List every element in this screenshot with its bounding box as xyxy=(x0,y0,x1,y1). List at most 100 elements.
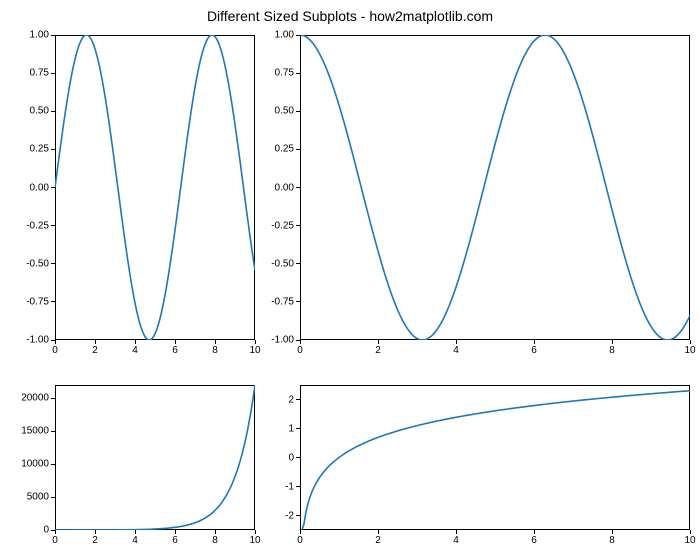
ytick-label: 0.00 xyxy=(30,182,49,193)
ytick-mark xyxy=(51,497,55,498)
xtick-mark xyxy=(612,530,613,534)
xtick-mark xyxy=(690,340,691,344)
xtick-label: 8 xyxy=(609,535,615,546)
ytick-mark xyxy=(51,263,55,264)
ytick-label: -1 xyxy=(285,481,294,492)
ytick-mark xyxy=(51,340,55,341)
ytick-label: 15000 xyxy=(21,426,49,437)
ytick-mark xyxy=(296,428,300,429)
ytick-label: 1 xyxy=(288,423,294,434)
ytick-label: 10000 xyxy=(21,459,49,470)
xtick-mark xyxy=(300,340,301,344)
xtick-label: 0 xyxy=(297,345,303,356)
xtick-label: 8 xyxy=(609,345,615,356)
ytick-mark xyxy=(51,187,55,188)
xtick-mark xyxy=(255,340,256,344)
ytick-mark xyxy=(51,73,55,74)
figure: Different Sized Subplots - how2matplotli… xyxy=(0,0,700,560)
xtick-mark xyxy=(215,530,216,534)
ytick-label: -0.75 xyxy=(271,296,294,307)
ytick-mark xyxy=(51,464,55,465)
ytick-label: -0.75 xyxy=(26,296,49,307)
ytick-label: -1.00 xyxy=(271,335,294,346)
ytick-mark xyxy=(296,35,300,36)
ytick-label: 5000 xyxy=(27,492,49,503)
xtick-mark xyxy=(175,340,176,344)
xtick-label: 2 xyxy=(92,345,98,356)
ytick-mark xyxy=(296,111,300,112)
series-line xyxy=(55,385,255,530)
ytick-label: 1.00 xyxy=(275,30,294,41)
ytick-mark xyxy=(296,340,300,341)
ytick-mark xyxy=(296,486,300,487)
xtick-label: 4 xyxy=(132,345,138,356)
ytick-label: 0.75 xyxy=(30,68,49,79)
xtick-label: 10 xyxy=(684,535,695,546)
ytick-mark xyxy=(51,431,55,432)
xtick-label: 6 xyxy=(172,345,178,356)
xtick-mark xyxy=(55,530,56,534)
xtick-label: 0 xyxy=(52,345,58,356)
ytick-mark xyxy=(296,263,300,264)
xtick-label: 0 xyxy=(297,535,303,546)
series-line xyxy=(55,35,255,340)
xtick-label: 8 xyxy=(212,345,218,356)
xtick-mark xyxy=(300,530,301,534)
xtick-mark xyxy=(378,340,379,344)
ytick-label: 0.25 xyxy=(275,144,294,155)
ytick-label: -2 xyxy=(285,510,294,521)
xtick-label: 4 xyxy=(453,345,459,356)
series-line xyxy=(300,385,690,530)
ytick-label: -0.25 xyxy=(271,220,294,231)
ytick-mark xyxy=(51,35,55,36)
ytick-mark xyxy=(51,225,55,226)
ytick-mark xyxy=(296,187,300,188)
ytick-mark xyxy=(296,301,300,302)
ytick-label: 0 xyxy=(43,525,49,536)
xtick-label: 2 xyxy=(375,535,381,546)
xtick-mark xyxy=(95,340,96,344)
figure-title: Different Sized Subplots - how2matplotli… xyxy=(0,8,700,24)
ytick-mark xyxy=(296,399,300,400)
subplot-ax_tr: 0246810-1.00-0.75-0.50-0.250.000.250.500… xyxy=(300,35,690,340)
ytick-label: 2 xyxy=(288,394,294,405)
ytick-label: 0.25 xyxy=(30,144,49,155)
xtick-label: 6 xyxy=(531,345,537,356)
xtick-label: 6 xyxy=(531,535,537,546)
xtick-mark xyxy=(378,530,379,534)
ytick-mark xyxy=(296,225,300,226)
ytick-label: 0.50 xyxy=(275,106,294,117)
ytick-label: 0.50 xyxy=(30,106,49,117)
subplot-ax_bl: 024681005000100001500020000 xyxy=(55,385,255,530)
xtick-mark xyxy=(456,340,457,344)
xtick-mark xyxy=(135,340,136,344)
xtick-label: 4 xyxy=(453,535,459,546)
xtick-mark xyxy=(95,530,96,534)
ytick-label: -0.25 xyxy=(26,220,49,231)
ytick-label: -0.50 xyxy=(26,258,49,269)
ytick-label: 0 xyxy=(288,452,294,463)
ytick-mark xyxy=(51,530,55,531)
ytick-mark xyxy=(296,515,300,516)
series-line xyxy=(300,35,690,340)
xtick-label: 10 xyxy=(249,535,260,546)
subplot-ax_tl: 0246810-1.00-0.75-0.50-0.250.000.250.500… xyxy=(55,35,255,340)
xtick-mark xyxy=(612,340,613,344)
xtick-mark xyxy=(534,340,535,344)
xtick-label: 4 xyxy=(132,535,138,546)
ytick-label: 20000 xyxy=(21,393,49,404)
ytick-mark xyxy=(51,398,55,399)
xtick-mark xyxy=(175,530,176,534)
xtick-mark xyxy=(534,530,535,534)
ytick-label: 0.75 xyxy=(275,68,294,79)
ytick-mark xyxy=(296,149,300,150)
ytick-mark xyxy=(51,301,55,302)
ytick-label: 0.00 xyxy=(275,182,294,193)
xtick-mark xyxy=(135,530,136,534)
subplot-ax_br: 0246810-2-1012 xyxy=(300,385,690,530)
ytick-mark xyxy=(51,111,55,112)
xtick-mark xyxy=(690,530,691,534)
xtick-label: 2 xyxy=(375,345,381,356)
xtick-label: 10 xyxy=(684,345,695,356)
xtick-label: 8 xyxy=(212,535,218,546)
